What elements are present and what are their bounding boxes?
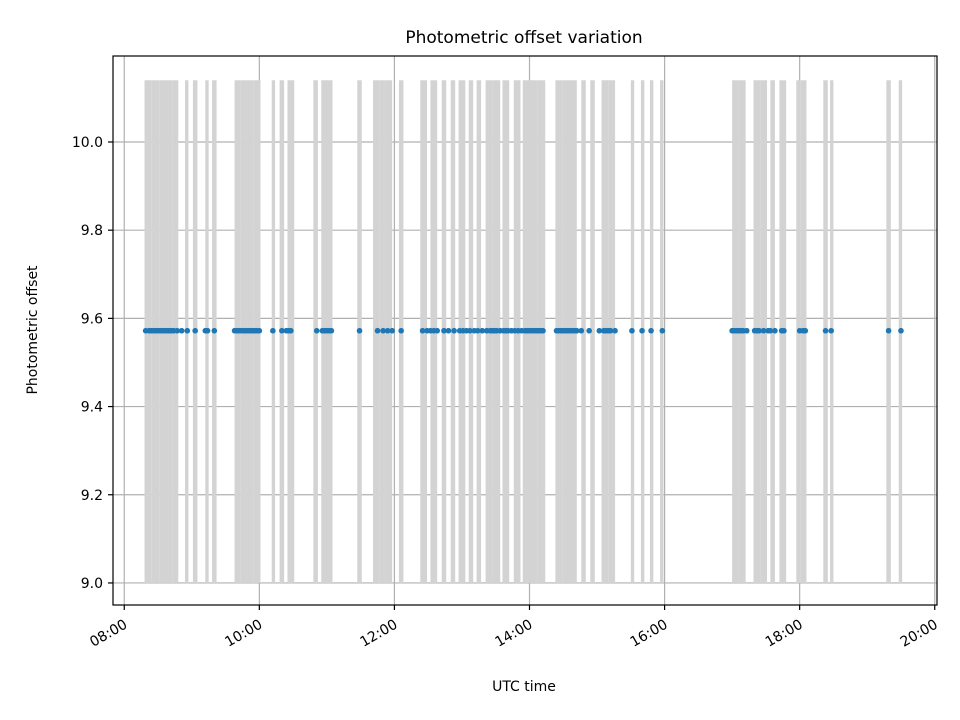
data-point <box>659 327 666 334</box>
data-point <box>328 327 335 334</box>
data-point <box>441 327 447 334</box>
data-point <box>467 327 473 334</box>
data-point <box>445 327 452 334</box>
data-point <box>256 327 263 334</box>
data-point <box>767 327 774 334</box>
data-point <box>822 327 829 334</box>
data-point <box>380 327 386 334</box>
data-point <box>898 327 904 334</box>
y-tick-label: 9.4 <box>81 400 103 416</box>
plot-frame <box>112 55 938 606</box>
data-point <box>596 327 603 334</box>
data-point <box>174 327 180 334</box>
data-points <box>142 327 904 334</box>
y-axis: 9.0 9.2 9.4 9.6 9.8 10.0 <box>72 135 113 592</box>
data-point <box>474 327 481 334</box>
data-point <box>356 327 363 334</box>
data-point <box>398 327 404 334</box>
data-point <box>434 327 440 334</box>
data-point <box>629 327 635 334</box>
data-point <box>612 327 618 334</box>
data-point <box>586 327 592 334</box>
data-point <box>178 327 185 334</box>
data-point <box>743 327 750 334</box>
data-point <box>828 327 834 334</box>
data-point <box>639 327 645 334</box>
data-point <box>419 327 426 334</box>
y-tick-label: 9.6 <box>81 311 103 327</box>
data-point <box>389 327 395 334</box>
data-point <box>648 327 654 334</box>
data-point <box>184 327 191 334</box>
x-axis-label: UTC time <box>492 679 556 695</box>
data-point <box>204 327 211 334</box>
data-point <box>781 327 787 334</box>
data-point <box>885 327 892 334</box>
data-point <box>573 327 580 334</box>
data-point <box>760 327 767 334</box>
data-point <box>578 327 585 334</box>
data-point <box>479 327 486 334</box>
chart-title: Photometric offset variation <box>405 28 642 48</box>
data-point <box>451 327 457 334</box>
y-tick-label: 9.0 <box>81 576 103 592</box>
data-point <box>288 327 294 334</box>
data-point <box>540 327 546 334</box>
data-point <box>772 327 778 334</box>
data-point <box>374 327 381 334</box>
data-point <box>279 327 285 334</box>
data-point <box>270 327 276 334</box>
observation-band <box>590 80 595 583</box>
data-point <box>802 327 809 334</box>
data-point <box>313 327 320 334</box>
data-point <box>384 327 391 334</box>
y-tick-label: 10.0 <box>72 135 103 151</box>
data-point <box>192 327 198 334</box>
y-tick-label: 9.8 <box>81 223 103 239</box>
y-tick-label: 9.2 <box>81 488 103 504</box>
data-point <box>756 327 762 334</box>
data-point <box>211 327 218 334</box>
y-axis-label: Photometric offset <box>25 265 41 395</box>
data-point <box>607 327 614 334</box>
